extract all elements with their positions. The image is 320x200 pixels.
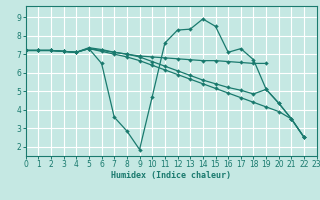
X-axis label: Humidex (Indice chaleur): Humidex (Indice chaleur) [111,171,231,180]
